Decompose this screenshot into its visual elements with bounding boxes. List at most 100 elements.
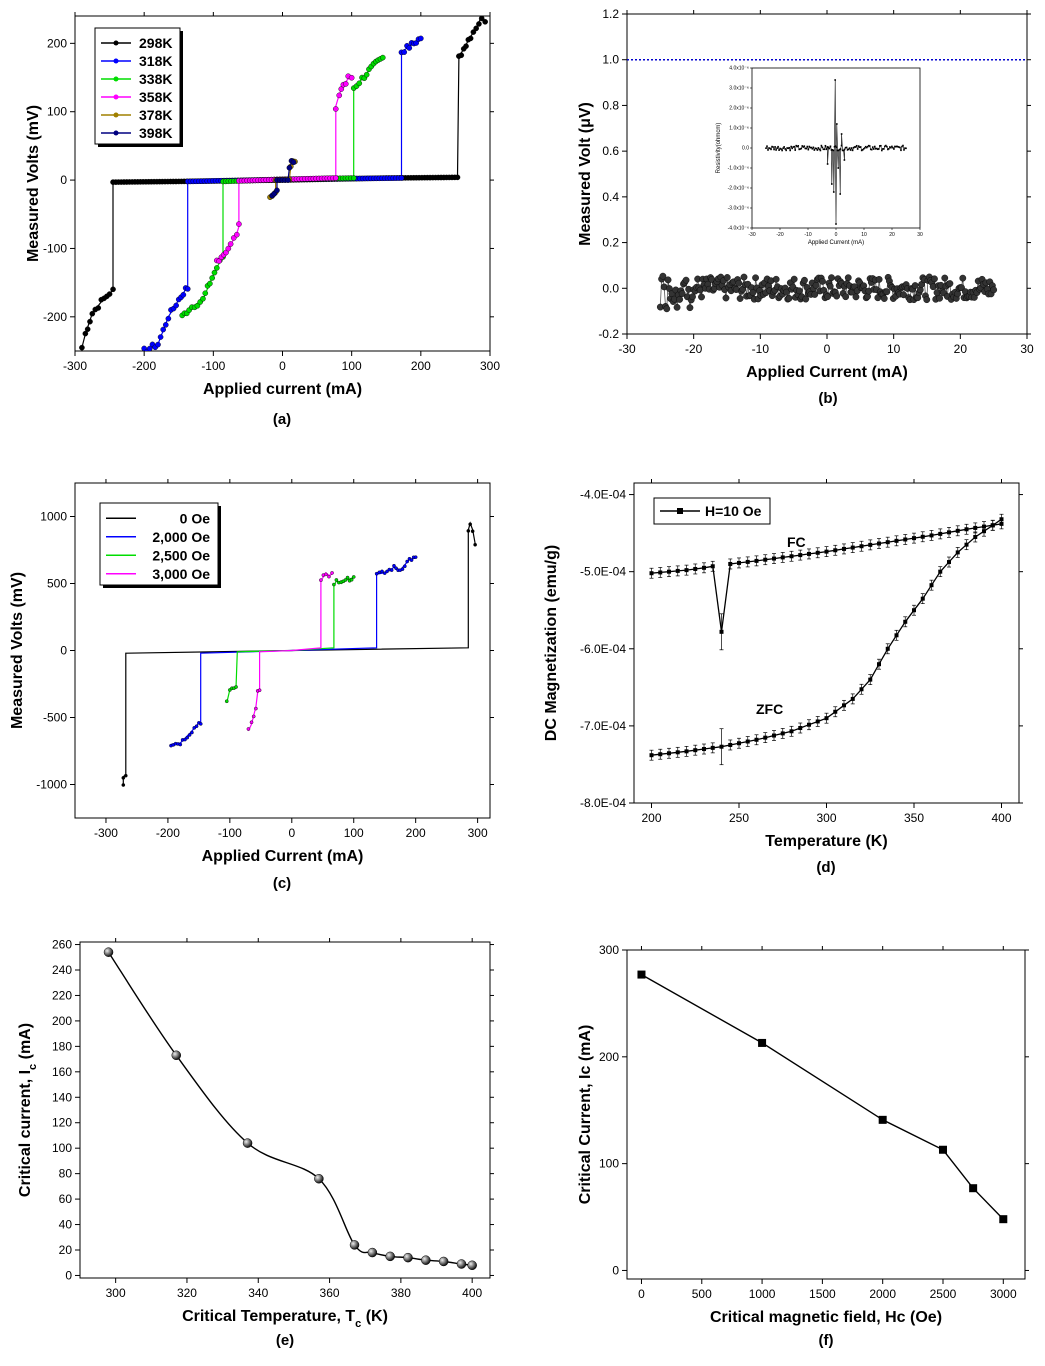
x-tick-label: 300 <box>106 1286 126 1300</box>
data-point-FC <box>667 569 671 574</box>
inset-data-point <box>825 148 828 151</box>
data-point-FC <box>903 537 908 542</box>
data-point-ZFC <box>684 749 689 754</box>
data-point-358K <box>332 106 339 112</box>
data-point-ZFC <box>964 542 969 547</box>
inset-data-point <box>886 145 888 148</box>
y-tick-label: 0.6 <box>602 144 619 158</box>
x-tick-label: 3000 <box>990 1287 1017 1301</box>
inset-data-point <box>769 147 771 150</box>
data-point-FC <box>675 568 680 573</box>
legend-label: 2,000 Oe <box>152 529 210 545</box>
inset-data-point <box>873 145 876 148</box>
data-point-FC <box>737 560 741 565</box>
data-point-ZFC <box>798 726 803 731</box>
y-tick-label: -0.2 <box>598 327 619 341</box>
data-point-298K <box>79 344 85 351</box>
data-point-338K <box>202 290 209 297</box>
data-point-318K <box>398 175 405 181</box>
inset-data-point <box>904 147 906 149</box>
inset-data-point <box>879 145 881 147</box>
data-point <box>740 273 748 281</box>
inset-x-tick-label: 30 <box>917 232 923 238</box>
y-tick-label: 1.0 <box>602 53 619 67</box>
y-tick-label: 20 <box>59 1243 73 1257</box>
y-tick-label: 200 <box>599 1050 619 1064</box>
inset-data-point <box>867 144 870 147</box>
data-point-298K <box>476 21 482 27</box>
legend-label: 358K <box>139 89 172 105</box>
data-point <box>772 275 780 283</box>
data-point-FC <box>938 531 943 536</box>
data-point-318K <box>157 334 164 340</box>
inset-data-point <box>778 149 780 151</box>
inset-data-point <box>804 147 807 150</box>
inset-data-point <box>871 146 874 148</box>
data-point-338K <box>213 265 220 271</box>
inset-data-point <box>798 148 801 151</box>
inset-x-tick-label: 20 <box>889 232 895 238</box>
x-tick-label: -100 <box>201 359 225 373</box>
inset-data-point <box>768 147 770 149</box>
inset-data-point <box>881 149 883 152</box>
legend-swatch-marker <box>113 130 119 136</box>
inset-data-point <box>844 146 847 149</box>
data-point-338K <box>211 269 218 276</box>
data-point-398K <box>274 187 280 194</box>
data-point-358K <box>336 92 343 99</box>
data-point-0 Oe <box>468 522 472 527</box>
data-point-FC <box>710 564 715 569</box>
data-point <box>403 1252 413 1263</box>
data-point-2,000 Oe <box>405 559 409 564</box>
inset-data-point <box>885 144 887 147</box>
data-point-2,000 Oe <box>187 733 192 737</box>
inset-y-tick-label: 4.0x10⁻⁶ <box>729 66 749 72</box>
x-tick-label: 100 <box>342 359 362 373</box>
data-point-FC <box>798 553 803 558</box>
data-point <box>242 1138 253 1148</box>
inset-data-point <box>777 145 779 148</box>
data-point <box>349 1240 360 1250</box>
inset-data-point <box>830 149 833 151</box>
x-tick-label: -10 <box>752 342 770 356</box>
inset-y-tick-label: 3.0x10⁻⁶ <box>729 86 749 92</box>
data-point-358K <box>225 245 232 252</box>
inset-data-point <box>870 148 873 151</box>
data-point <box>911 282 919 289</box>
data-point <box>783 288 790 296</box>
data-point-358K <box>342 81 349 87</box>
y-axis-label: Critical current, Ic (mA) <box>17 1023 39 1197</box>
x-axis-label: Applied Current (mA) <box>202 848 364 865</box>
inset-x-tick-label: -20 <box>776 232 783 238</box>
data-point-338K <box>363 71 370 78</box>
data-point-3,000 Oe <box>330 571 334 575</box>
data-point-298K <box>482 19 488 25</box>
y-tick-label: 0.0 <box>602 281 619 295</box>
data-point-298K <box>89 310 96 317</box>
inset-data-point <box>845 146 848 149</box>
legend-swatch-marker <box>113 40 119 46</box>
inset-data-point <box>894 145 896 148</box>
data-point-2,500 Oe <box>334 578 339 582</box>
legend-box <box>94 27 181 145</box>
inset-data-point <box>878 148 880 150</box>
x-tick-label: 300 <box>816 811 836 825</box>
inset-data-point <box>775 149 777 151</box>
data-point-ZFC <box>728 742 733 747</box>
inset-data-point <box>818 148 821 151</box>
data-point <box>686 304 694 312</box>
x-tick-label: 250 <box>729 811 749 825</box>
x-tick-label: 30 <box>1020 342 1034 356</box>
inset-x-tick-label: -30 <box>748 232 755 238</box>
data-point <box>678 290 686 298</box>
data-point-FC <box>964 527 969 532</box>
y-tick-label: 0 <box>60 644 67 658</box>
y-axis-label: Measured Volts (mV) <box>25 105 42 262</box>
inset-data-point <box>811 147 814 150</box>
inset-data-point <box>766 145 768 147</box>
data-point <box>842 293 850 301</box>
inset-data-point <box>874 147 877 150</box>
data-point-FC <box>955 528 960 533</box>
inset-data-point <box>805 147 808 150</box>
y-tick-label: 100 <box>52 1141 72 1155</box>
